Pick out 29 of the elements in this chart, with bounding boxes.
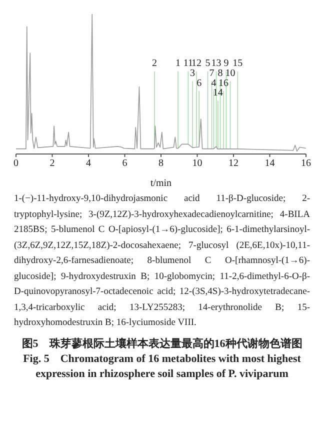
annotation: 1: [176, 58, 181, 70]
text: Fig. 5 Chromatogram of 16 metabolites with most highest expression in rhizosphere soil samples of P. viviparum: [22, 352, 302, 382]
annotation: 5: [205, 58, 210, 70]
x-tick-label: 6: [122, 158, 128, 170]
x-axis-title: t/min: [150, 178, 172, 189]
x-tick-label: 0: [14, 158, 18, 170]
x-tick-label: 12: [228, 158, 238, 170]
annotation: 8: [218, 68, 223, 79]
annotation: 15: [232, 58, 243, 70]
annotation: 6: [196, 78, 202, 89]
annotation: 7: [209, 68, 214, 79]
annotation: 12: [192, 58, 202, 70]
annotation: 4: [211, 78, 216, 89]
annotation: 14: [212, 88, 223, 99]
x-tick-label: 2: [50, 158, 55, 170]
annotation: 13: [211, 58, 222, 70]
x-tick-label: 4: [86, 158, 91, 170]
annotation: 9: [224, 58, 229, 70]
annotation: 11: [183, 58, 194, 70]
x-tick-label: 10: [192, 158, 202, 170]
x-tick-label: 16: [301, 158, 311, 170]
text: 1-(−)-11-hydroxy-9,10-dihydrojasmonic acid 11-β-D-glucoside; 2-tryptophyl-lysine; 3-(9Z,12Z)-3-hydroxyhexadecadienoylcarnitine; 4-BILA 2185BS; 5-blumenol C O-[apiosyl-(1→6)-glucoside]; 6-1-dimethylarsinoyl-(3Z,6Z,9Z,12Z,15Z,18Z)-2-docosahexaene; 7-glucosyl (2E,6E,10x)-10,11-dihydroxy-2,6-farnesadienoate; 8-blumenol C O-[rhamnosyl-(1→6)-glucoside]; 9-hydroxydestruxin B; 10-globomycin; 11-2,6-dimethyl-6-O-β-D-quinovopyranosyl-7-octadecenoic acid; 12-(3S,4S)-3-hydroxytetradecane-1,3,4-tricarboxylic acid; 13-LY255283; 14-erythronolide B; 15-hydroxyhomodestruxin B; 16-lyciumoside VIII.: [14, 194, 310, 328]
x-tick-label: 8: [158, 158, 164, 170]
annotation: 10: [225, 68, 236, 79]
annotation: 2: [152, 58, 157, 70]
annotation: 16: [218, 78, 229, 89]
text: 图5 珠芽蓼根际土壤样本表达量最高的16种代谢物色谱图: [20, 336, 304, 352]
annotation: 3: [190, 68, 196, 79]
x-tick-label: 14: [264, 158, 275, 170]
